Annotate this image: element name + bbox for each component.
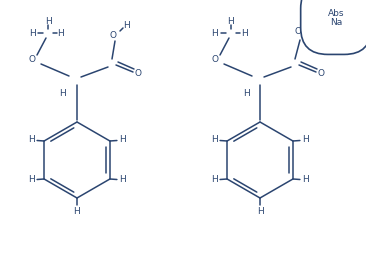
Text: H: H <box>28 176 34 184</box>
Text: O: O <box>212 56 219 65</box>
Text: H: H <box>60 89 66 99</box>
Text: O: O <box>317 69 325 77</box>
Text: H: H <box>228 18 234 26</box>
Text: H: H <box>240 28 247 38</box>
Text: H: H <box>120 135 126 145</box>
Text: O: O <box>109 30 116 40</box>
Text: H: H <box>123 21 129 29</box>
Text: -: - <box>306 25 310 35</box>
Text: H: H <box>29 28 36 38</box>
Text: H: H <box>303 176 309 184</box>
Text: H: H <box>211 176 217 184</box>
Text: H: H <box>45 18 51 26</box>
Text: H: H <box>57 28 64 38</box>
Text: H: H <box>28 135 34 145</box>
Text: H: H <box>74 207 81 215</box>
Text: H: H <box>257 207 264 215</box>
Text: O: O <box>295 27 302 37</box>
Text: H: H <box>303 135 309 145</box>
Text: H: H <box>243 89 249 99</box>
Text: H: H <box>120 176 126 184</box>
Text: Abs
Na: Abs Na <box>328 9 344 27</box>
Text: O: O <box>134 69 142 77</box>
Text: H: H <box>211 135 217 145</box>
Text: O: O <box>29 56 36 65</box>
Text: H: H <box>212 28 219 38</box>
